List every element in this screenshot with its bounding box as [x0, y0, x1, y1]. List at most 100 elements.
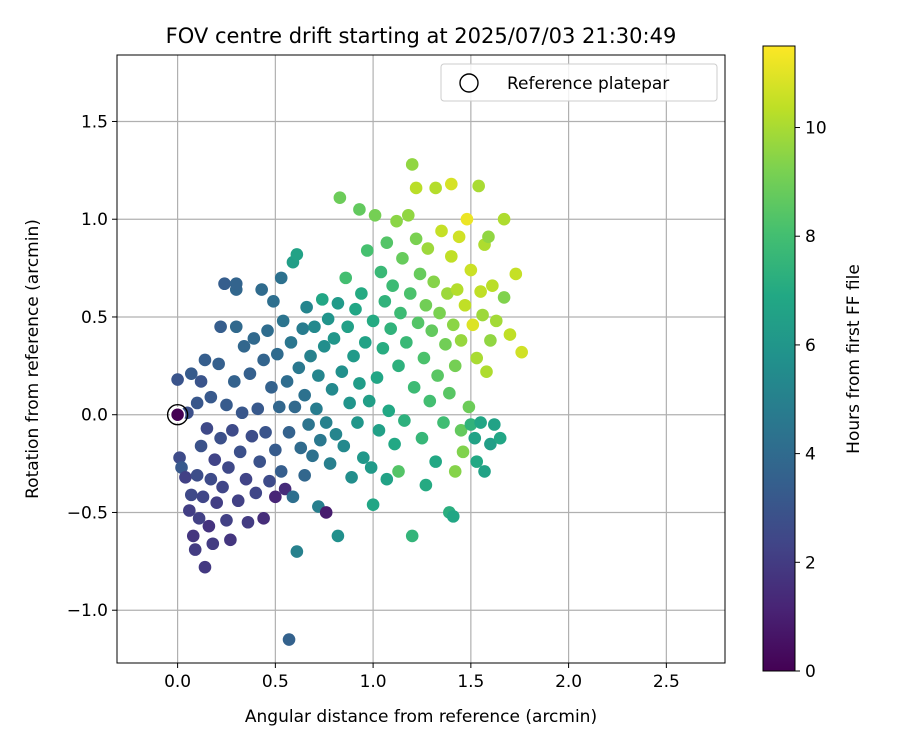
data-point: [190, 396, 204, 410]
data-point: [184, 367, 198, 380]
data-point: [290, 545, 304, 558]
data-point: [347, 349, 360, 363]
grid: [117, 55, 725, 663]
data-point: [439, 338, 452, 351]
legend-box: [440, 63, 718, 102]
data-point: [482, 230, 495, 244]
data-point: [445, 250, 458, 263]
data-point: [443, 386, 456, 400]
data-point: [497, 212, 511, 226]
data-point: [186, 529, 200, 543]
data-point: [486, 279, 499, 292]
data-point: [271, 347, 284, 361]
data-point: [456, 445, 470, 459]
data-point: [253, 455, 267, 468]
data-point: [314, 433, 327, 447]
data-point: [419, 298, 433, 312]
data-point: [431, 369, 444, 382]
data-point: [366, 314, 380, 328]
data-point: [323, 457, 337, 470]
data-point: [433, 306, 446, 320]
data-point: [446, 510, 460, 523]
x-tick-label: 0.5: [262, 672, 289, 692]
data-point: [392, 359, 405, 373]
data-point: [376, 341, 390, 355]
data-point: [484, 334, 497, 347]
data-point: [319, 416, 333, 429]
data-point: [190, 469, 204, 482]
x-tick-label: 1.5: [457, 672, 484, 692]
data-point: [272, 400, 286, 414]
data-point: [206, 537, 220, 551]
data-point: [220, 513, 233, 527]
data-point: [261, 324, 274, 337]
data-point: [210, 496, 224, 509]
data-point: [353, 377, 366, 390]
data-point: [259, 426, 272, 439]
data-point: [300, 300, 313, 314]
x-tick-label: 0.0: [164, 672, 191, 692]
data-point: [208, 453, 222, 466]
data-point: [480, 365, 493, 379]
data-point: [380, 236, 394, 249]
data-point: [339, 271, 353, 285]
data-point: [394, 306, 407, 320]
data-point: [460, 212, 474, 226]
data-point: [194, 439, 208, 453]
legend-label: Reference platepar: [507, 74, 669, 94]
data-point: [304, 349, 317, 363]
y-axis-label: Rotation from reference (arcmin): [23, 219, 43, 499]
colorbar-tick-label: 6: [805, 336, 816, 356]
reference-platepar-marker: [169, 406, 186, 423]
data-point: [233, 445, 247, 459]
data-point: [337, 439, 351, 453]
data-point: [448, 359, 462, 373]
data-point: [366, 498, 380, 511]
data-point: [286, 490, 300, 504]
x-axis-label: Angular distance from reference (arcmin): [245, 707, 597, 727]
data-point: [488, 418, 501, 431]
data-point: [429, 455, 442, 468]
data-point: [370, 371, 384, 384]
data-point: [419, 478, 433, 492]
data-point: [405, 158, 419, 171]
colorbar-tick-label: 10: [805, 119, 827, 139]
data-point: [458, 298, 472, 312]
data-point: [235, 406, 249, 420]
data-point: [448, 465, 462, 478]
data-point: [423, 394, 437, 408]
data-point: [478, 465, 491, 478]
data-point: [229, 277, 243, 291]
data-point: [407, 381, 421, 394]
data-point: [396, 252, 409, 265]
data-point: [374, 265, 388, 279]
data-point: [257, 512, 270, 525]
data-point: [325, 383, 339, 396]
data-point: [312, 369, 325, 382]
data-point: [386, 279, 399, 292]
data-point: [476, 308, 489, 322]
data-point: [392, 465, 405, 478]
data-point: [415, 431, 429, 445]
data-point: [411, 316, 425, 330]
data-point: [427, 275, 441, 289]
data-point: [196, 490, 210, 504]
data-point: [401, 209, 415, 222]
data-point: [179, 470, 192, 484]
data-point: [466, 318, 480, 332]
data-point: [310, 402, 323, 416]
data-point: [173, 451, 186, 465]
legend: Reference platepar: [440, 63, 718, 102]
data-point: [331, 529, 345, 543]
data-point: [378, 295, 392, 308]
data-point: [298, 388, 311, 402]
data-point: [284, 336, 298, 349]
data-point: [308, 320, 321, 334]
data-point: [343, 396, 356, 410]
data-point: [276, 314, 290, 328]
data-point: [183, 504, 196, 517]
y-tick-label: 1.0: [81, 210, 108, 230]
data-point: [357, 451, 370, 465]
data-point: [175, 461, 188, 474]
data-point: [454, 424, 468, 437]
